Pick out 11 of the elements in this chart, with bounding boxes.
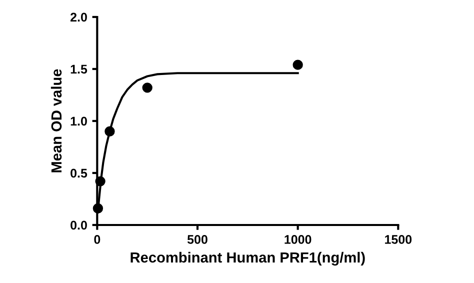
- y-tick-label: 1.0: [70, 116, 87, 126]
- y-axis-title: Mean OD value: [50, 69, 62, 172]
- x-axis-title: Recombinant Human PRF1(ng/ml): [130, 252, 365, 266]
- y-tick-label: 1.5: [70, 64, 88, 74]
- y-tick-label: 2.0: [70, 12, 87, 22]
- x-tick-label: 0: [94, 235, 100, 244]
- y-tick-label: 0.5: [70, 168, 88, 178]
- x-tick-label: 500: [187, 235, 208, 244]
- x-tick-label: 1500: [385, 235, 412, 244]
- y-tick-label: 0.0: [70, 220, 87, 230]
- x-tick-label: 1000: [284, 235, 312, 244]
